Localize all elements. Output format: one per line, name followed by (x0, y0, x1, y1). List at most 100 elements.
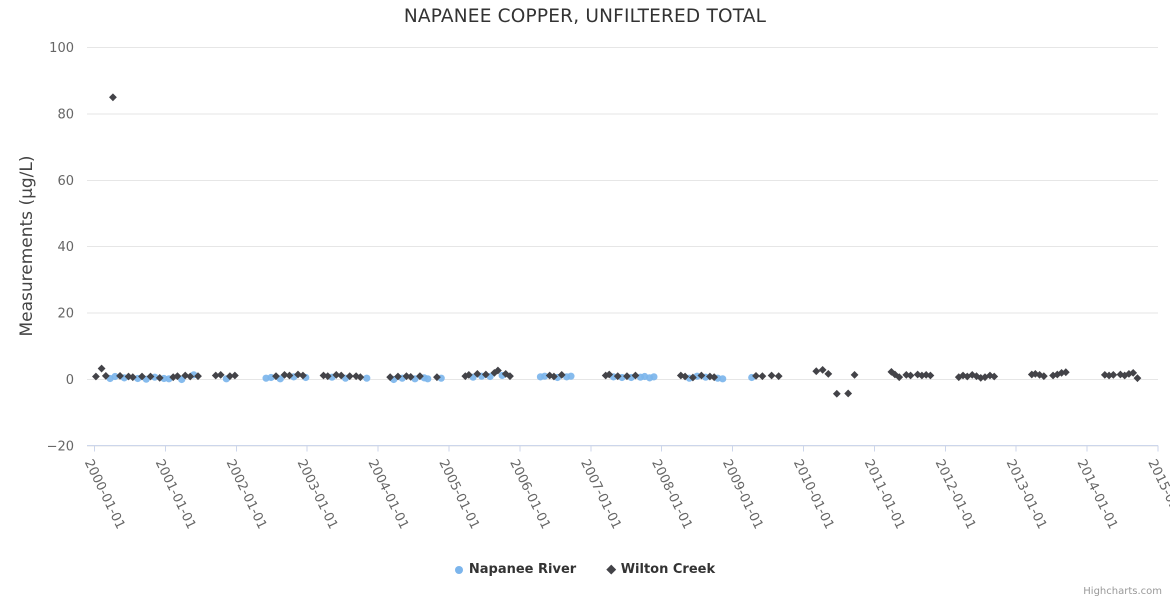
data-point-wilton-creek[interactable] (155, 373, 164, 382)
data-point-wilton-creek[interactable] (1125, 369, 1133, 378)
x-axis-tick-label: 2012-01-01 (932, 457, 979, 531)
data-point-wilton-creek[interactable] (1100, 370, 1109, 379)
data-point-wilton-creek[interactable] (906, 371, 915, 380)
data-point-wilton-creek[interactable] (1105, 371, 1113, 380)
data-point-napanee-river[interactable] (719, 375, 727, 383)
data-point-wilton-creek[interactable] (832, 389, 841, 398)
y-axis-tick-label: 60 (57, 174, 74, 189)
data-point-wilton-creek[interactable] (464, 370, 473, 379)
data-point-wilton-creek[interactable] (116, 371, 124, 380)
data-point-napanee-river[interactable] (567, 372, 575, 380)
data-point-wilton-creek[interactable] (211, 371, 220, 380)
legend-item-wilton-creek[interactable]: Wilton Creek (606, 562, 716, 577)
legend-item-napanee-river[interactable]: Napanee River (454, 562, 576, 577)
data-point-wilton-creek[interactable] (294, 370, 302, 379)
data-point-wilton-creek[interactable] (818, 365, 827, 374)
data-point-wilton-creek[interactable] (767, 371, 776, 380)
data-point-wilton-creek[interactable] (844, 389, 853, 398)
data-point-wilton-creek[interactable] (146, 372, 155, 381)
x-axis-tick-label: 2006-01-01 (506, 457, 553, 531)
data-point-wilton-creek[interactable] (394, 372, 402, 381)
data-point-wilton-creek[interactable] (895, 373, 904, 382)
data-point-wilton-creek[interactable] (473, 369, 482, 378)
legend-label-wilton-creek: Wilton Creek (620, 562, 716, 577)
data-point-wilton-creek[interactable] (280, 370, 289, 379)
data-point-wilton-creek[interactable] (850, 370, 859, 379)
legend: Napanee River Wilton Creek (0, 562, 1170, 577)
data-point-wilton-creek[interactable] (1129, 368, 1138, 377)
data-point-wilton-creek[interactable] (226, 372, 234, 381)
x-axis-tick-label: 2009-01-01 (719, 457, 766, 531)
data-point-wilton-creek[interactable] (710, 373, 719, 382)
data-point-wilton-creek[interactable] (97, 364, 106, 373)
data-point-wilton-creek[interactable] (1049, 371, 1057, 380)
data-point-wilton-creek[interactable] (1061, 368, 1070, 377)
data-point-wilton-creek[interactable] (299, 371, 307, 380)
data-point-napanee-river[interactable] (541, 372, 549, 380)
data-point-wilton-creek[interactable] (230, 371, 239, 380)
data-point-napanee-river[interactable] (111, 372, 119, 381)
data-point-wilton-creek[interactable] (101, 371, 110, 380)
data-point-wilton-creek[interactable] (173, 372, 182, 381)
data-point-wilton-creek[interactable] (688, 373, 697, 382)
data-point-wilton-creek[interactable] (623, 372, 631, 381)
data-point-wilton-creek[interactable] (356, 373, 365, 382)
data-point-wilton-creek[interactable] (1109, 370, 1118, 379)
data-point-wilton-creek[interactable] (990, 372, 999, 381)
data-point-wilton-creek[interactable] (986, 371, 994, 380)
data-point-wilton-creek[interactable] (433, 373, 441, 382)
data-point-wilton-creek[interactable] (461, 372, 470, 381)
data-point-wilton-creek[interactable] (272, 372, 280, 381)
data-point-wilton-creek[interactable] (285, 371, 294, 380)
data-point-wilton-creek[interactable] (812, 367, 821, 376)
data-point-wilton-creek[interactable] (681, 372, 689, 381)
x-axis-tick-label: 2007-01-01 (577, 457, 624, 531)
data-point-wilton-creek[interactable] (186, 372, 195, 381)
data-point-wilton-creek[interactable] (194, 372, 202, 381)
data-point-wilton-creek[interactable] (824, 369, 833, 378)
data-point-wilton-creek[interactable] (181, 371, 190, 380)
x-axis-tick-label: 2013-01-01 (1003, 457, 1050, 531)
data-point-wilton-creek[interactable] (774, 372, 783, 381)
data-point-wilton-creek[interactable] (337, 371, 346, 380)
data-point-wilton-creek[interactable] (92, 372, 100, 381)
data-point-wilton-creek[interactable] (128, 373, 137, 382)
data-point-wilton-creek[interactable] (494, 366, 502, 375)
data-point-wilton-creek[interactable] (481, 370, 490, 379)
data-point-wilton-creek[interactable] (1039, 372, 1048, 381)
data-point-wilton-creek[interactable] (138, 372, 146, 381)
data-point-wilton-creek[interactable] (506, 372, 514, 381)
data-point-wilton-creek[interactable] (332, 370, 341, 379)
data-point-napanee-river[interactable] (178, 375, 186, 384)
x-axis-tick-label: 2015-01-01 (1144, 457, 1170, 531)
x-axis-tick-label: 2008-01-01 (648, 457, 695, 531)
data-point-napanee-river[interactable] (363, 374, 371, 382)
data-point-wilton-creek[interactable] (345, 372, 354, 381)
data-point-wilton-creek[interactable] (1116, 370, 1125, 379)
data-point-wilton-creek[interactable] (319, 371, 328, 380)
data-point-wilton-creek[interactable] (926, 371, 935, 380)
data-point-napanee-river[interactable] (424, 375, 432, 383)
data-point-wilton-creek[interactable] (416, 372, 424, 381)
data-point-wilton-creek[interactable] (323, 372, 332, 381)
data-point-wilton-creek[interactable] (697, 371, 706, 380)
data-point-wilton-creek[interactable] (545, 371, 554, 380)
data-point-wilton-creek[interactable] (557, 370, 566, 379)
data-point-wilton-creek[interactable] (1133, 374, 1142, 383)
data-point-wilton-creek[interactable] (758, 372, 767, 381)
data-point-wilton-creek[interactable] (972, 372, 981, 381)
data-point-wilton-creek[interactable] (109, 93, 117, 102)
data-point-wilton-creek[interactable] (631, 371, 640, 380)
highcharts-credits-link[interactable]: Highcharts.com (1083, 586, 1162, 597)
data-point-wilton-creek[interactable] (406, 372, 415, 381)
data-point-wilton-creek[interactable] (1027, 370, 1036, 379)
data-point-wilton-creek[interactable] (752, 371, 760, 380)
data-point-wilton-creek[interactable] (216, 370, 225, 379)
y-axis-tick-label: 100 (49, 41, 74, 56)
data-point-napanee-river[interactable] (650, 373, 658, 381)
data-point-wilton-creek[interactable] (386, 373, 395, 382)
data-point-wilton-creek[interactable] (613, 372, 622, 381)
data-point-wilton-creek[interactable] (550, 372, 558, 381)
data-point-wilton-creek[interactable] (605, 370, 614, 379)
